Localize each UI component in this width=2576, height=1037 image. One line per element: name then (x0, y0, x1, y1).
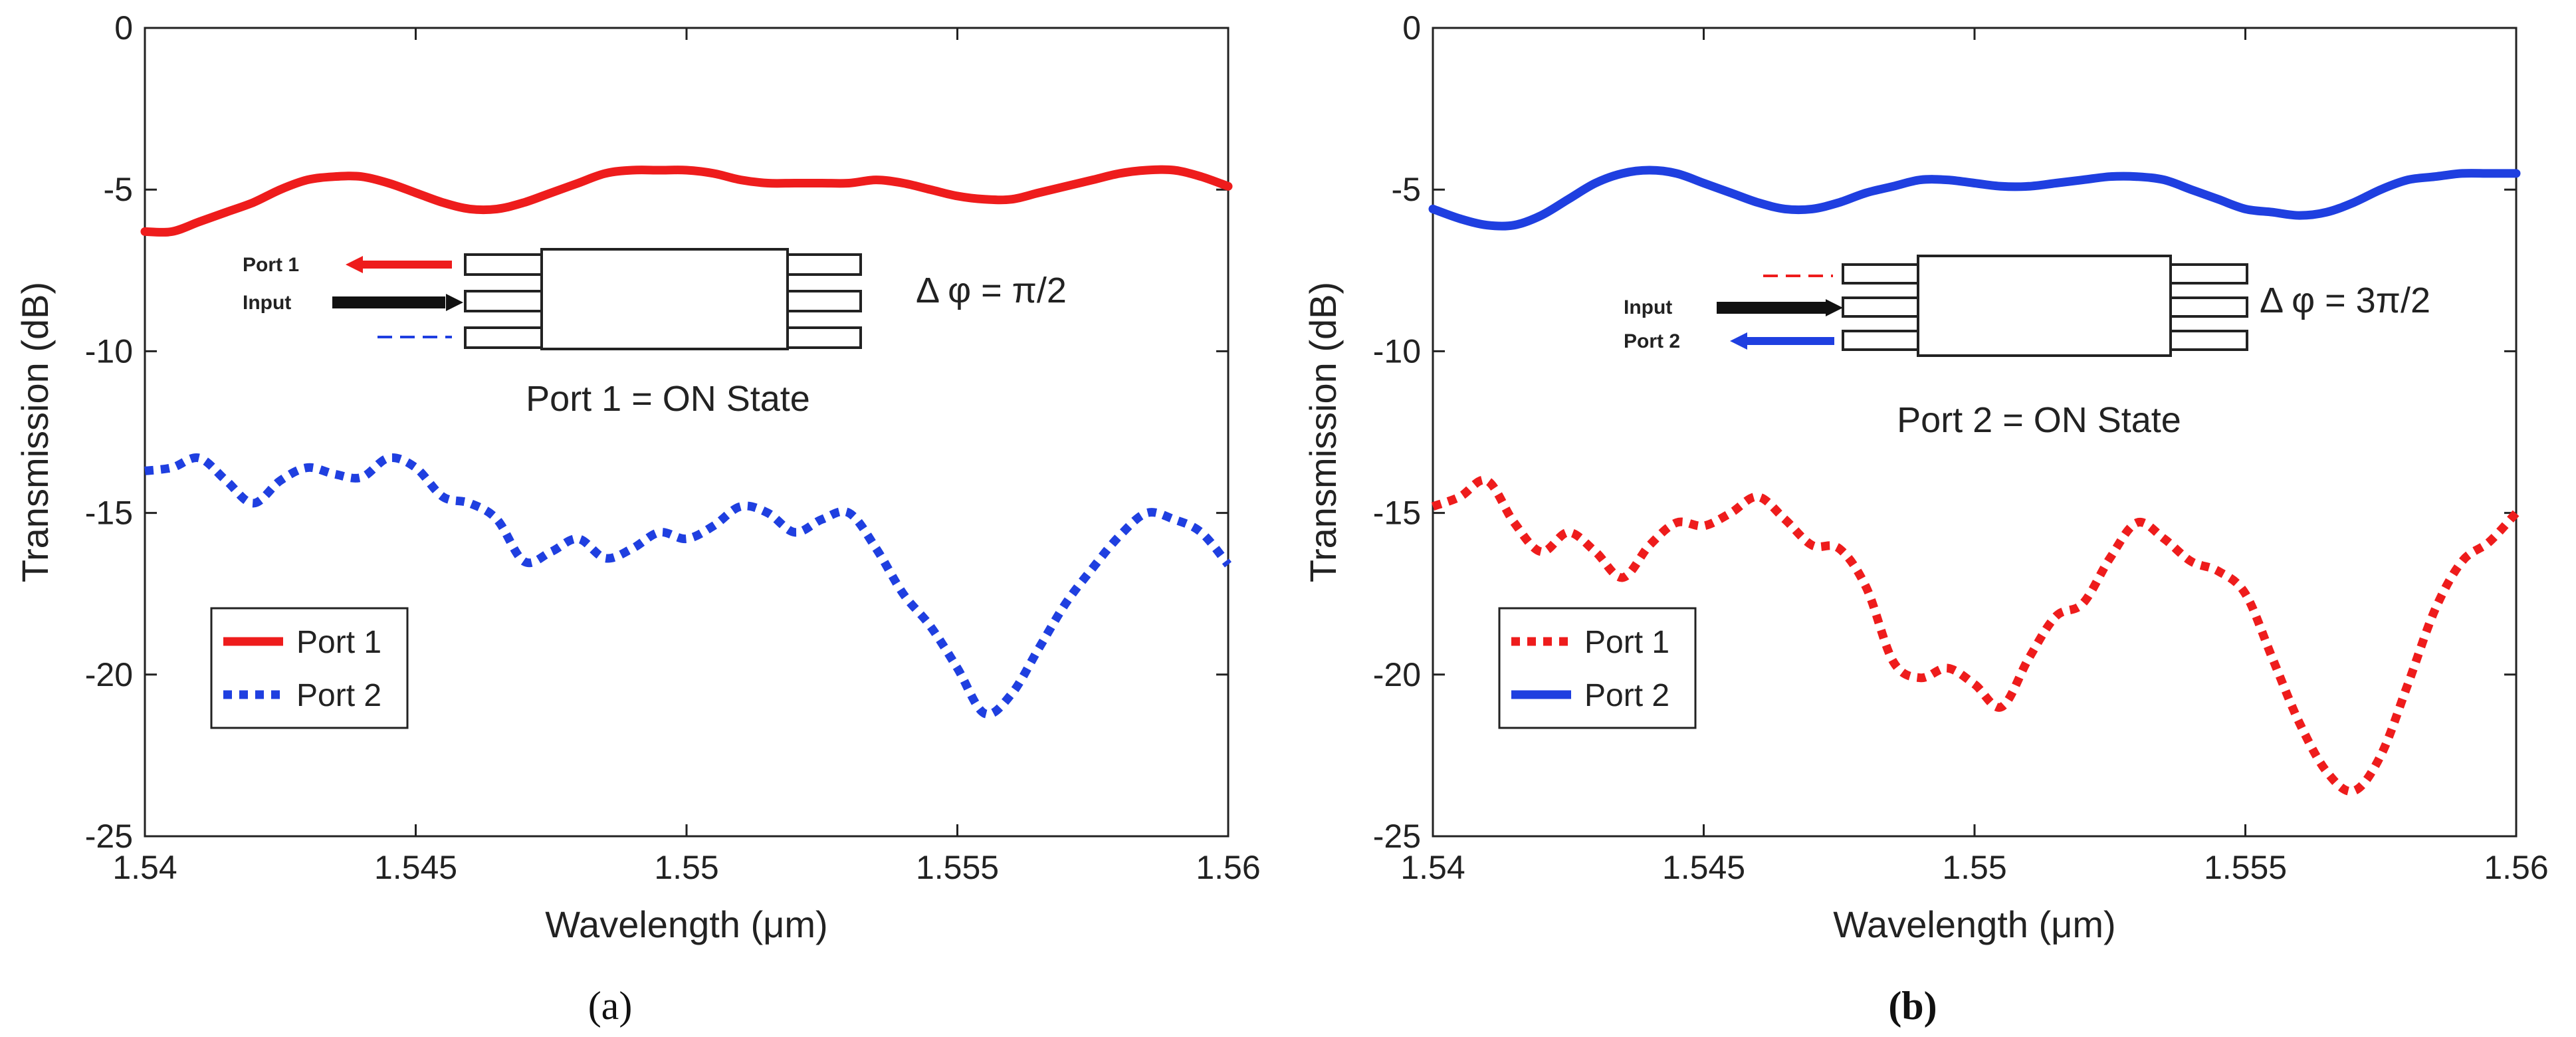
chart-a-y-tick-label: -10 (85, 332, 133, 370)
chart-a-inset-phase-text: Δ φ = π/2 (916, 271, 1067, 310)
chart-b-y-tick-label: -15 (1373, 495, 1421, 532)
chart-a-x-tick-label: 1.54 (112, 849, 177, 886)
chart-b-inset-input-arrow-head (1826, 299, 1843, 316)
chart-panel-b: 0 -5 -10 -15 -20 -25 1.54 1.545 1.55 1.555 1.56 Wav… (1288, 0, 2576, 1037)
chart-b-inset-coupler-body (1917, 255, 2172, 357)
chart-a-legend-label-2: Port 2 (296, 678, 381, 713)
chart-a-series-port-1-line (140, 165, 1233, 237)
chart-a-inset-mid-label: Input (243, 292, 291, 314)
chart-b-y-tick-label: -5 (1392, 171, 1421, 208)
chart-a-legend-label-1: Port 1 (296, 625, 381, 660)
chart-a-inset-state-text: Port 1 = ON State (526, 379, 810, 419)
chart-a-y-tick-label: -15 (85, 495, 133, 532)
chart-b-inset-left-waveguide (1842, 296, 1919, 318)
chart-b-legend-label-1: Port 1 (1584, 625, 1669, 660)
chart-b-y-tick-label: -10 (1373, 332, 1421, 370)
chart-a-y-axis-label: Transmission (dB) (14, 282, 56, 582)
chart-b-series-port-2-line (1428, 166, 2521, 231)
chart-b-panel-label: (b) (1888, 984, 1937, 1028)
chart-a-y-tick-label: -20 (85, 656, 133, 693)
chart-b-inset-state-text: Port 2 = ON State (1897, 400, 2181, 440)
chart-b-y-tick-label: -25 (1373, 818, 1421, 855)
chart-b-x-tick-label: 1.55 (1942, 849, 2006, 886)
chart-a-inset-left-waveguide (464, 290, 543, 312)
chart-b-inset-right-waveguide (2169, 330, 2248, 351)
chart-b-inset-bottom-label: Port 2 (1624, 330, 1680, 352)
chart-a-inset-input-arrow-head (446, 294, 463, 311)
chart-b-series-port-1-line (1431, 475, 2520, 796)
chart-panel-a: 0 -5 -10 -15 -20 -25 1.54 1.545 1.55 1.555 1.56 Wav… (14, 9, 1261, 1028)
chart-b-legend-label-2: Port 2 (1584, 678, 1669, 713)
chart-a-panel-label: (a) (588, 984, 633, 1028)
chart-b-inset-phase-text: Δ φ = 3π/2 (2260, 281, 2430, 320)
chart-a-x-axis-label: Wavelength (μm) (545, 903, 827, 945)
chart-b-y-axis-label: Transmission (dB) (1302, 282, 1344, 582)
chart-b-inset-right-waveguide (2169, 296, 2248, 318)
chart-a-y-tick-label: -25 (85, 818, 133, 855)
chart-a-inset-right-waveguide (786, 253, 862, 276)
chart-a-legend-box (210, 607, 409, 729)
chart-a-inset-right-waveguide (786, 290, 862, 312)
chart-b-x-tick-label: 1.555 (2204, 849, 2287, 886)
chart-a-inset-top-label: Port 1 (243, 254, 299, 276)
chart-a-inset-left-waveguide (464, 253, 543, 276)
chart-b-inset-mid-label: Input (1624, 296, 1672, 318)
chart-b-x-tick-label: 1.56 (2484, 849, 2548, 886)
chart-a-x-tick-label: 1.555 (916, 849, 999, 886)
chart-b-inset-right-waveguide (2169, 263, 2248, 285)
chart-b-x-tick-label: 1.545 (1662, 849, 1745, 886)
chart-b-inset-port2-arrow-head (1730, 332, 1747, 350)
chart-b-x-tick-label: 1.54 (1400, 849, 1465, 886)
chart-a-x-tick-label: 1.56 (1196, 849, 1260, 886)
chart-b-y-tick-label: 0 (1402, 9, 1421, 47)
chart-b-inset-left-waveguide (1842, 263, 1919, 285)
chart-a-inset-port1-arrow-head (346, 256, 363, 273)
chart-a-inset-right-waveguide (786, 326, 862, 349)
chart-b-x-axis-label: Wavelength (μm) (1833, 903, 2115, 945)
chart-a-y-tick-label: 0 (114, 9, 133, 47)
chart-a-x-tick-label: 1.55 (654, 849, 718, 886)
chart-a-series-port-2-line (144, 453, 1232, 719)
chart-a-svg: 0 -5 -10 -15 -20 -251.54 1.545 1.55 1.555 1.56 Wav… (14, 9, 1261, 1028)
chart-a-y-tick-label: -5 (104, 171, 133, 208)
chart-b-y-tick-label: -20 (1373, 656, 1421, 693)
chart-a-inset-coupler-body (540, 248, 789, 350)
chart-b-inset-left-waveguide (1842, 330, 1919, 351)
chart-b-legend-box (1498, 607, 1697, 729)
chart-a-x-tick-label: 1.545 (374, 849, 457, 886)
chart-a-inset-left-waveguide (464, 326, 543, 349)
chart-b-svg: 0 -5 -10 -15 -20 -251.54 1.545 1.55 1.555 1.56 Wav… (1302, 9, 2549, 1028)
